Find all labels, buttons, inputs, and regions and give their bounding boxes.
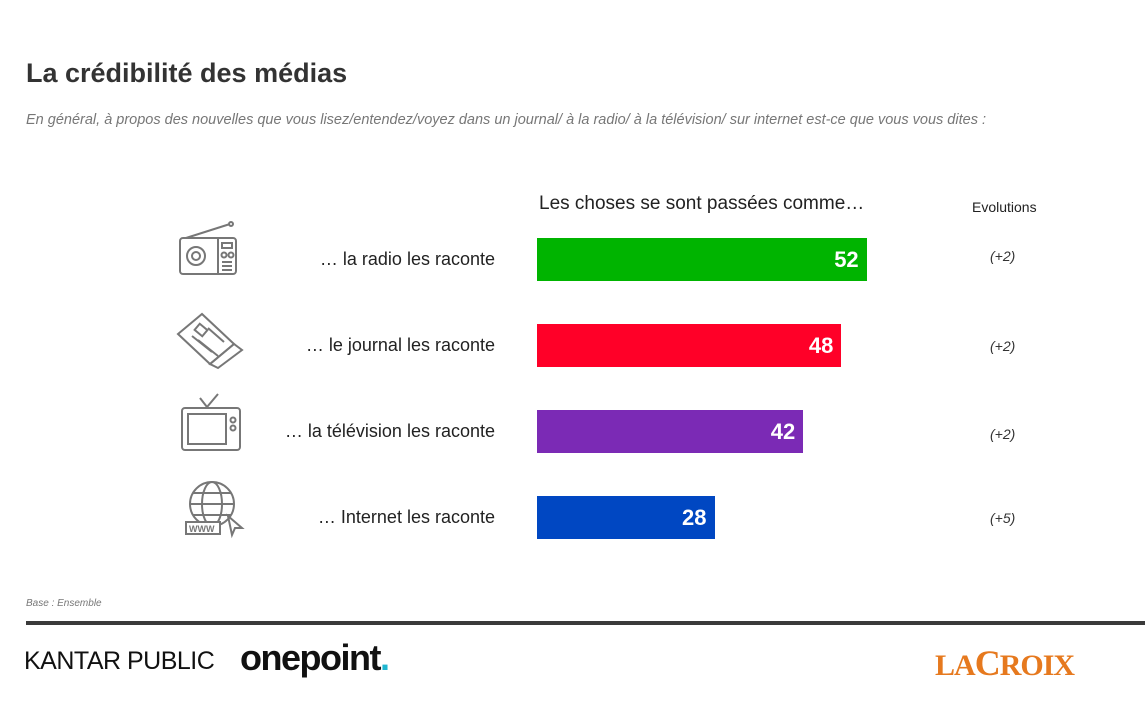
base-note: Base : Ensemble (26, 598, 102, 609)
bar: 28 (537, 496, 715, 539)
kantar-public-logo: KANTAR PUBLIC (24, 647, 215, 675)
television-icon (172, 392, 248, 456)
la-croix-logo: LACROIX (935, 643, 1075, 683)
bar-value-label: 28 (682, 505, 707, 530)
page-title: La crédibilité des médias (26, 58, 348, 88)
bar: 52 (537, 238, 867, 281)
evolutions-header: Evolutions (972, 199, 1037, 215)
newspaper-icon (172, 306, 248, 370)
bar-value-label: 48 (808, 333, 834, 358)
evolution-value: (+2) (990, 248, 1016, 264)
internet-globe-icon: WWW (172, 478, 248, 542)
onepoint-logo: onepoint. (240, 637, 390, 678)
bar-value-label: 52 (834, 247, 859, 272)
category-label: … la radio les raconte (319, 249, 495, 269)
footer-divider (26, 621, 1145, 625)
evolution-value: (+5) (990, 510, 1016, 526)
evolution-value: (+2) (990, 426, 1016, 442)
category-label: … le journal les raconte (305, 335, 495, 355)
chart-title: Les choses se sont passées comme… (539, 193, 865, 214)
bar: 42 (537, 410, 804, 453)
bar: 48 (537, 324, 842, 367)
radio-icon (172, 220, 248, 284)
category-label: … Internet les raconte (317, 507, 495, 527)
bar-value-label: 42 (770, 419, 796, 444)
question-subtitle: En général, à propos des nouvelles que v… (26, 112, 986, 128)
evolution-value: (+2) (990, 338, 1016, 354)
category-label: … la télévision les raconte (284, 421, 495, 441)
svg-text:WWW: WWW (189, 524, 215, 534)
